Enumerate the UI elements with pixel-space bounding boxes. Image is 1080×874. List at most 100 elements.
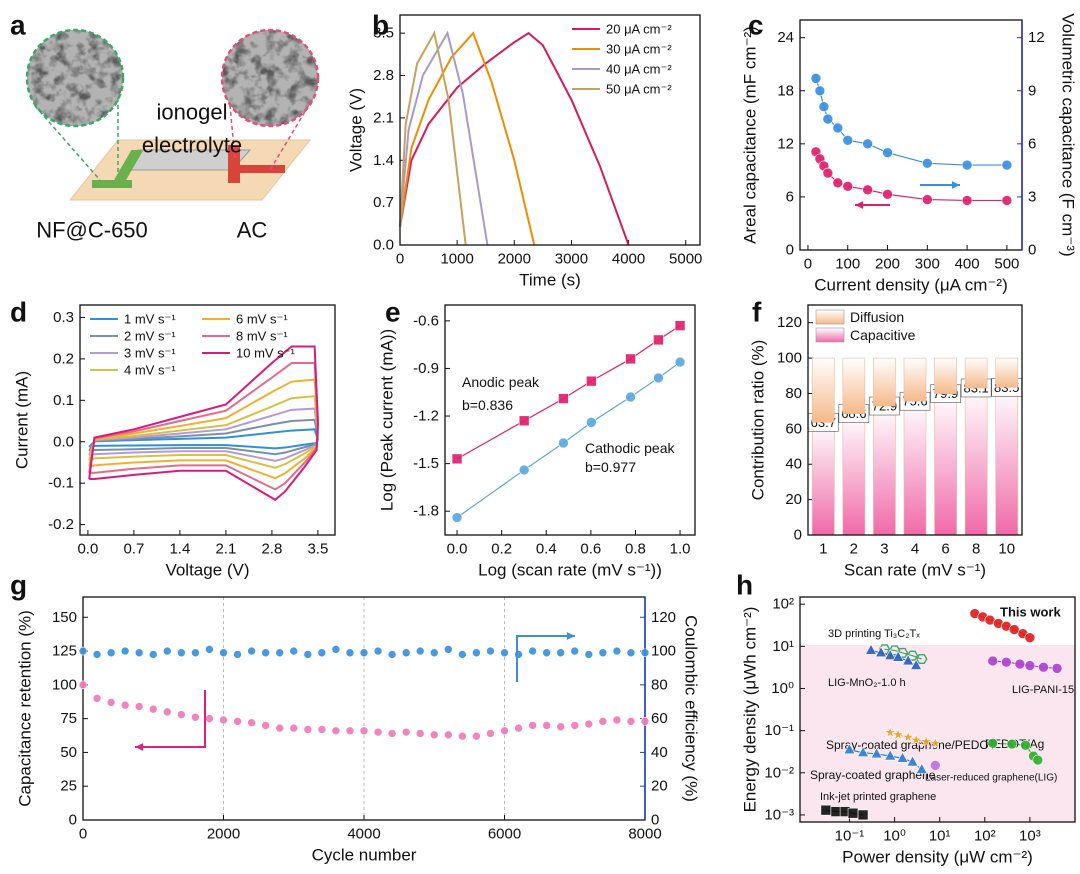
chart: b 0 1000 2000 3000 4000 5000 0.0 0.7 1.4 2.1 2.8 3.5… xyxy=(347,10,703,290)
y2-tick-label: 80 xyxy=(651,676,668,693)
legend-label: Diffusion xyxy=(850,309,904,325)
marker xyxy=(134,648,144,658)
series-line xyxy=(884,648,922,660)
marker xyxy=(106,648,116,658)
marker xyxy=(625,353,636,365)
x-tick-label: 500 xyxy=(994,256,1019,273)
legend-label: 2 mV s⁻¹ xyxy=(124,329,176,344)
marker xyxy=(640,648,650,658)
bar xyxy=(842,357,866,414)
marker xyxy=(822,167,834,179)
y2-tick-label: 120 xyxy=(651,609,676,626)
x-tick-label: 100 xyxy=(835,256,860,273)
marker xyxy=(443,730,453,740)
x-axis-label: Power density (μW cm⁻²) xyxy=(842,848,1033,867)
marker xyxy=(1014,658,1026,670)
marker xyxy=(653,334,664,346)
annotation: b=0.977 xyxy=(585,459,636,475)
x-tick-label: 0.2 xyxy=(491,541,512,558)
marker xyxy=(842,135,854,146)
marker xyxy=(1001,159,1013,171)
y-tick-label: 24 xyxy=(777,29,794,46)
y-axis-label: Capacitance retention (%) xyxy=(16,610,35,807)
y-tick-label: 10¹ xyxy=(772,638,794,655)
y-axis-label: Energy density (μWh cm⁻²) xyxy=(741,607,760,813)
legend-label: 4 mV s⁻¹ xyxy=(124,363,176,378)
y-tick-label: 75 xyxy=(60,710,77,727)
marker xyxy=(528,721,537,730)
label: electrolyte xyxy=(142,133,242,158)
x-tick-label: 5000 xyxy=(669,251,702,268)
plot-frame xyxy=(799,19,1023,251)
arrow-head xyxy=(135,743,144,751)
x-tick-label: 3000 xyxy=(555,251,588,268)
marker xyxy=(148,650,158,659)
marker xyxy=(415,646,425,656)
marker xyxy=(500,648,509,658)
marker xyxy=(373,727,383,737)
marker xyxy=(472,731,481,741)
x-tick-label: 0.6 xyxy=(580,541,601,558)
x-tick-label: 8 xyxy=(972,541,980,558)
marker xyxy=(843,743,856,755)
right-finger xyxy=(228,145,240,183)
marker xyxy=(1032,754,1044,766)
y-tick-label: 1.4 xyxy=(373,152,394,169)
bar xyxy=(873,405,896,536)
x-tick-label: 4000 xyxy=(347,826,380,843)
x-tick-label: 10⁰ xyxy=(883,828,906,845)
y-tick-label: 12 xyxy=(777,135,794,152)
marker xyxy=(585,417,597,428)
series-line xyxy=(399,31,536,246)
panel-letter: d xyxy=(10,297,27,328)
marker xyxy=(78,646,88,656)
y-tick-label: 0.0 xyxy=(373,237,394,254)
bar xyxy=(964,387,988,536)
x-axis-label: Voltage (V) xyxy=(165,561,249,580)
y-tick-label: -1.5 xyxy=(413,455,439,472)
arrow-head xyxy=(951,181,960,189)
series-label: Ink-jet printed graphene xyxy=(820,791,936,803)
x-tick-label: 2000 xyxy=(207,826,240,843)
marker xyxy=(674,320,686,331)
marker xyxy=(584,719,594,729)
annotation: Cathodic peak xyxy=(585,440,676,456)
marker xyxy=(247,646,256,656)
y-tick-label: 0.1 xyxy=(53,392,74,409)
panel-letter: b xyxy=(372,10,389,41)
series-label: This work xyxy=(1000,605,1061,620)
arrow-head xyxy=(566,632,575,640)
y-tick-label: 100 xyxy=(52,676,77,693)
marker xyxy=(120,700,130,710)
marker xyxy=(345,648,355,658)
sem-border xyxy=(25,28,125,128)
series-line xyxy=(88,345,319,501)
x-tick-label: 10² xyxy=(974,828,996,845)
marker xyxy=(514,650,523,659)
marker xyxy=(570,721,580,730)
marker xyxy=(626,648,636,658)
y2-tick-label: 12 xyxy=(1028,29,1045,46)
plot-frame xyxy=(399,14,701,246)
y2-tick-label: 3 xyxy=(1028,188,1036,205)
y-tick-label: 0.2 xyxy=(53,350,74,367)
marker xyxy=(882,188,893,200)
series-line xyxy=(399,30,467,246)
sem-border xyxy=(220,28,320,128)
marker xyxy=(910,658,923,670)
marker xyxy=(275,648,285,658)
x-axis-label: Scan rate (mV s⁻¹) xyxy=(844,561,986,580)
marker xyxy=(874,646,888,658)
marker xyxy=(1038,661,1049,673)
y-tick-label: 150 xyxy=(52,609,77,626)
arrow xyxy=(516,635,575,682)
marker xyxy=(832,122,844,134)
panel-letter: g xyxy=(10,570,27,601)
y-tick-label: 18 xyxy=(777,82,794,99)
marker xyxy=(443,645,453,654)
marker xyxy=(387,650,397,659)
y-tick-label: 2.8 xyxy=(373,67,394,84)
marker xyxy=(289,723,299,733)
sem-texture xyxy=(222,30,318,126)
legend-label: 10 mV s⁻¹ xyxy=(236,346,296,361)
